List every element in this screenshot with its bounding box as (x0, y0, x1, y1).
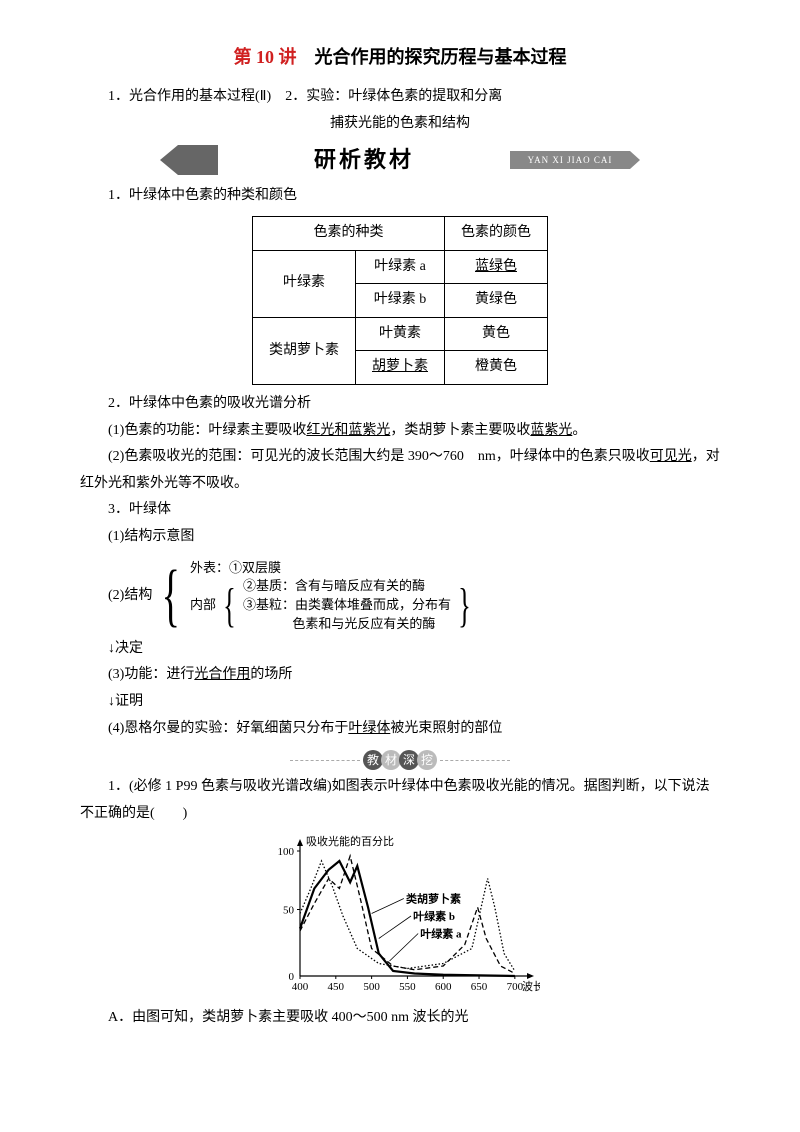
t: 的场所 (250, 667, 292, 682)
para-2: (2)色素吸收光的范围：可见光的波长范围大约是 390～760 nm，叶绿体中的… (80, 444, 720, 497)
i3a: ③基粒：由类囊体堆叠而成，分布有 (243, 596, 451, 615)
arrow-2: ↓证明 (80, 689, 720, 716)
brace-icon: { (161, 566, 182, 626)
svg-text:650: 650 (471, 981, 488, 993)
cell: 胡萝卜素 (356, 351, 445, 385)
th-type: 色素的种类 (253, 216, 445, 250)
t: (3)功能：进行 (108, 667, 194, 682)
svg-text:500: 500 (363, 981, 380, 993)
heading-1: 1．叶绿体中色素的种类和颜色 (80, 183, 720, 210)
banner-ltri (160, 145, 178, 175)
banner-lbar (178, 145, 218, 175)
svg-text:50: 50 (283, 905, 295, 917)
para-4: (3)功能：进行光合作用的场所 (80, 662, 720, 689)
structure-brace: (2)结构 { 外表：①双层膜 内部 { ②基质：含有与暗反应有关的酶 ③基粒：… (108, 559, 720, 634)
i2: ②基质：含有与暗反应有关的酶 (243, 577, 451, 596)
banner-text: 研析教材 (218, 139, 510, 181)
dash-r (440, 760, 510, 761)
para-1: (1)色素的功能：叶绿素主要吸收红光和蓝紫光，类胡萝卜素主要吸收蓝紫光。 (80, 418, 720, 445)
table-row: 叶绿素 叶绿素 a 蓝绿色 (253, 250, 548, 284)
cell: 叶绿素 b (356, 284, 445, 318)
pill-c4: 挖 (417, 750, 437, 770)
absorption-chart: 050100吸收光能的百分比400450500550600650700波长(nm… (260, 831, 540, 1001)
svg-text:类胡萝卜素: 类胡萝卜素 (406, 892, 461, 906)
t: (2)色素吸收光的范围：可见光的波长范围大约是 390～760 nm，叶绿体中的… (80, 444, 650, 471)
cell: 黄色 (445, 317, 548, 351)
th-color: 色素的颜色 (445, 216, 548, 250)
table-row: 色素的种类 色素的颜色 (253, 216, 548, 250)
cell: 叶黄素 (356, 317, 445, 351)
brace-icon: { (222, 585, 237, 627)
para-5: (4)恩格尔曼的实验：好氧细菌只分布于叶绿体被光束照射的部位 (80, 716, 720, 743)
cell: 黄绿色 (445, 284, 548, 318)
page-title: 第 10 讲 光合作用的探究历程与基本过程 (80, 40, 720, 74)
t: (1)色素的功能：叶绿素主要吸收 (108, 423, 306, 438)
inner-row: 内部 { ②基质：含有与暗反应有关的酶 ③基粒：由类囊体堆叠而成，分布有 色素和… (190, 577, 478, 634)
u: 叶绿体 (348, 721, 390, 736)
svg-text:450: 450 (328, 981, 345, 993)
cell: 叶绿素 a (356, 250, 445, 284)
section-banner: 研析教材 YAN XI JIAO CAI (160, 145, 640, 175)
subtitle-1: 1．光合作用的基本过程(Ⅱ) 2．实验：叶绿体色素的提取和分离 (80, 84, 720, 111)
pill-c1: 教 (363, 750, 383, 770)
question-1: 1．(必修 1 P99 色素与吸收光谱改编)如图表示叶绿体中色素吸收光能的情况。… (80, 774, 720, 827)
pill: 教 材 深 挖 (364, 750, 436, 770)
heading-3: 3．叶绿体 (80, 497, 720, 524)
t: ，类胡萝卜素主要吸收 (390, 423, 530, 438)
q1-text: 1．(必修 1 P99 色素与吸收光谱改编)如图表示叶绿体中色素吸收光能的情况。… (80, 779, 710, 821)
pigment-table: 色素的种类 色素的颜色 叶绿素 叶绿素 a 蓝绿色 叶绿素 b 黄绿色 类胡萝卜… (252, 216, 548, 385)
option-a: A．由图可知，类胡萝卜素主要吸收 400～500 nm 波长的光 (80, 1005, 720, 1032)
table-row: 类胡萝卜素 叶黄素 黄色 (253, 317, 548, 351)
brace-close-icon: } (457, 585, 472, 627)
para-3: (1)结构示意图 (80, 524, 720, 551)
dash-l (290, 760, 360, 761)
svg-text:波长(nm): 波长(nm) (522, 980, 540, 993)
u: 可见光 (650, 449, 692, 464)
i3b: 色素和与光反应有关的酶 (243, 615, 451, 634)
group-carotenoid: 类胡萝卜素 (253, 317, 356, 384)
svg-text:叶绿素 b: 叶绿素 b (413, 909, 455, 923)
arrow-1: ↓决定 (80, 636, 720, 663)
cell-u: 胡萝卜素 (372, 359, 428, 374)
u: 红光和蓝紫光 (306, 423, 390, 438)
inner-content: ②基质：含有与暗反应有关的酶 ③基粒：由类囊体堆叠而成，分布有 色素和与光反应有… (243, 577, 451, 634)
svg-text:100: 100 (278, 846, 295, 858)
banner-pinyin: YAN XI JIAO CAI (510, 151, 630, 169)
cell-u: 蓝绿色 (475, 259, 517, 274)
t: 被光束照射的部位 (390, 721, 502, 736)
inner-label: 内部 (190, 596, 216, 615)
title-black: 光合作用的探究历程与基本过程 (297, 47, 567, 67)
t: (4)恩格尔曼的实验：好氧细菌只分布于 (108, 721, 348, 736)
pill-divider: 教 材 深 挖 (80, 750, 720, 770)
heading-2: 2．叶绿体中色素的吸收光谱分析 (80, 391, 720, 418)
outer-line: 外表：①双层膜 (190, 559, 478, 578)
cell: 橙黄色 (445, 351, 548, 385)
svg-text:400: 400 (292, 981, 309, 993)
cell: 蓝绿色 (445, 250, 548, 284)
banner-rtri (630, 151, 640, 169)
pill-c3: 深 (399, 750, 419, 770)
pill-c2: 材 (381, 750, 401, 770)
subtitle-2: 捕获光能的色素和结构 (80, 111, 720, 138)
title-red: 第 10 讲 (234, 47, 297, 67)
svg-text:600: 600 (435, 981, 452, 993)
svg-text:叶绿素 a: 叶绿素 a (420, 927, 462, 941)
group-chlorophyll: 叶绿素 (253, 250, 356, 317)
u: 光合作用 (194, 667, 250, 682)
brace-content: 外表：①双层膜 内部 { ②基质：含有与暗反应有关的酶 ③基粒：由类囊体堆叠而成… (190, 559, 478, 634)
struct-label: (2)结构 (108, 583, 152, 610)
u: 蓝紫光 (530, 423, 572, 438)
svg-text:550: 550 (399, 981, 416, 993)
svg-text:吸收光能的百分比: 吸收光能的百分比 (306, 834, 394, 848)
t: 。 (572, 423, 586, 438)
